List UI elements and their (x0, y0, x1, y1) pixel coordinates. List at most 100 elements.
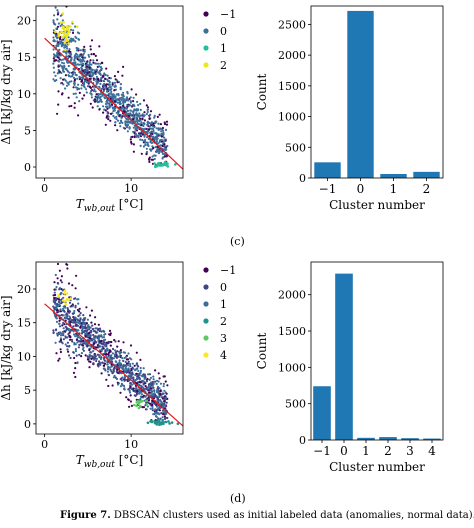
scatter-point (72, 29, 75, 32)
scatter-point (90, 357, 93, 360)
scatter-point (156, 150, 159, 153)
scatter-point (71, 312, 74, 315)
scatter-point (119, 349, 122, 352)
scatter-point (135, 362, 139, 365)
scatter-point (124, 120, 127, 123)
scatter-point (95, 357, 98, 360)
scatter-point (57, 103, 60, 106)
scatter-point (52, 36, 55, 39)
scatter-point (164, 396, 167, 399)
scatter-point (68, 48, 71, 51)
scatter-point (154, 395, 157, 398)
scatter-point (59, 334, 63, 337)
x-tick-label: 0 (41, 438, 48, 451)
scatter-point (100, 67, 103, 70)
scatter-point (122, 341, 125, 344)
panel-tag-d: (d) (230, 492, 246, 505)
scatter-point (106, 353, 109, 356)
scatter-point (55, 352, 58, 355)
scatter-point (143, 388, 146, 391)
scatter-point (116, 129, 119, 132)
scatter-point (102, 362, 105, 365)
scatter-point (142, 406, 145, 409)
scatter-point (111, 106, 114, 109)
scatter-point (122, 126, 125, 129)
scatter-point (85, 344, 88, 347)
scatter-point (113, 81, 116, 84)
scatter-point (57, 32, 61, 35)
scatter-point (55, 317, 59, 320)
scatter-point (53, 79, 57, 83)
scatter-point (73, 343, 76, 346)
scatter-point (85, 332, 88, 335)
scatter-point (128, 121, 132, 124)
scatter-point (92, 53, 96, 56)
scatter-point (103, 368, 106, 371)
scatter-point (114, 340, 117, 343)
scatter-point (121, 357, 124, 360)
scatter-point (157, 391, 160, 394)
scatter-point (117, 350, 121, 353)
scatter-point (91, 69, 94, 72)
scatter-point (164, 380, 167, 383)
scatter-point (86, 336, 89, 339)
scatter-point (56, 53, 59, 56)
scatter-point (152, 386, 155, 389)
scatter-point (129, 96, 132, 99)
scatter-point (69, 317, 72, 320)
scatter-point (97, 78, 100, 81)
scatter-point (134, 128, 137, 131)
scatter-point (140, 121, 143, 124)
scatter-point (162, 131, 165, 134)
scatter-point (153, 126, 156, 129)
scatter-point (164, 420, 168, 424)
scatter-point (149, 420, 152, 423)
legend-marker (203, 11, 209, 17)
scatter-point (165, 163, 168, 167)
scatter-point (62, 58, 65, 61)
scatter-point (62, 66, 66, 69)
scatter-point (122, 65, 125, 68)
scatter-point (137, 135, 140, 138)
bar-category-label: −1 (313, 444, 331, 458)
scatter-point (148, 378, 151, 381)
scatter-point (62, 338, 65, 341)
scatter-point (63, 46, 66, 49)
bar-y-tick-label: 2000 (278, 289, 306, 302)
scatter-point (149, 387, 153, 390)
bar-y-tick-label: 0 (299, 172, 306, 185)
scatter-point (104, 332, 107, 336)
scatter-point (120, 99, 123, 102)
scatter-point (100, 356, 103, 359)
scatter-point (99, 100, 102, 103)
scatter-point (52, 53, 56, 56)
scatter-point (96, 69, 99, 72)
scatter-point (52, 294, 55, 297)
scatter-point (66, 47, 69, 50)
scatter-point (62, 314, 65, 317)
scatter-point (126, 130, 129, 133)
scatter-point (163, 389, 166, 392)
scatter-point (94, 316, 97, 319)
scatter-point (113, 338, 116, 342)
scatter-point (82, 349, 85, 352)
scatter-point (145, 403, 149, 407)
scatter-point (114, 78, 117, 81)
scatter-point (158, 419, 161, 423)
scatter-point (163, 375, 166, 378)
scatter-point (155, 405, 159, 408)
scatter-point (144, 395, 147, 398)
scatter-point (128, 126, 131, 129)
scatter-point (70, 40, 73, 43)
y-tick-label: 20 (17, 15, 31, 28)
scatter-point (55, 328, 58, 331)
scatter-point (60, 71, 63, 74)
bar-y-tick-label: 1500 (278, 325, 306, 338)
scatter-point (64, 48, 67, 52)
y-tick-label: 0 (24, 161, 31, 174)
bar-category-label: 0 (357, 182, 365, 196)
scatter-point (98, 354, 101, 357)
scatter-point (72, 330, 75, 333)
